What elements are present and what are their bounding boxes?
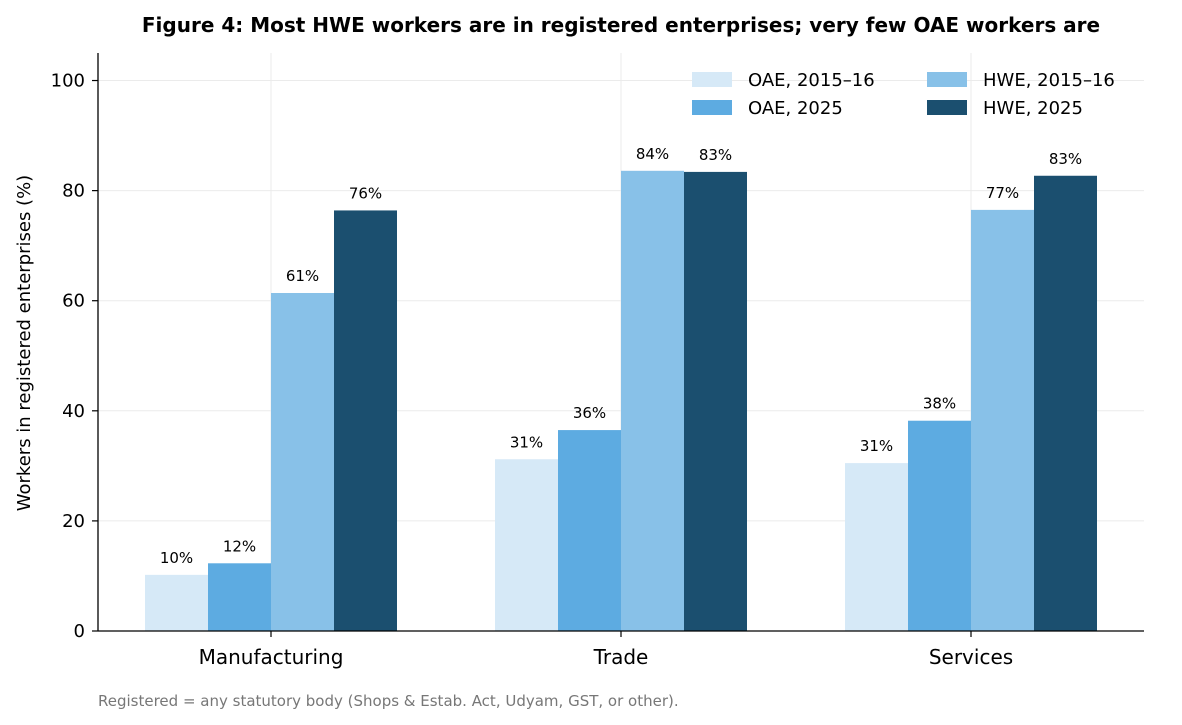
legend-swatch xyxy=(692,72,732,87)
y-tick-label: 20 xyxy=(62,511,85,532)
data-label: 31% xyxy=(860,437,893,455)
bar xyxy=(271,293,334,631)
y-tick-label: 40 xyxy=(62,401,85,422)
data-label: 77% xyxy=(986,184,1019,202)
data-label: 83% xyxy=(1049,150,1082,168)
x-tick-label: Services xyxy=(929,645,1013,669)
data-label: 83% xyxy=(699,146,732,164)
y-axis-label: Workers in registered enterprises (%) xyxy=(14,175,35,511)
legend-label: OAE, 2025 xyxy=(748,98,843,119)
y-tick-label: 100 xyxy=(51,71,85,92)
legend-swatch xyxy=(927,72,967,87)
legend-swatch xyxy=(692,100,732,115)
x-tick-labels: Manufacturing Trade Services xyxy=(199,645,1014,669)
data-label: 76% xyxy=(349,184,382,202)
bar xyxy=(845,463,908,631)
bar xyxy=(208,563,271,631)
bar xyxy=(621,170,684,631)
bar xyxy=(1034,175,1097,631)
axes xyxy=(92,53,1144,637)
legend-label: OAE, 2015–16 xyxy=(748,70,875,91)
data-label: 12% xyxy=(223,537,256,555)
y-tick-label: 60 xyxy=(62,291,85,312)
chart-title: Figure 4: Most HWE workers are in regist… xyxy=(142,13,1100,37)
legend: OAE, 2015–16 OAE, 2025 HWE, 2015–16 HWE, 20… xyxy=(692,70,1115,119)
x-tick-label: Manufacturing xyxy=(199,645,344,669)
bar xyxy=(971,209,1034,631)
footnote: Registered = any statutory body (Shops &… xyxy=(98,692,679,710)
legend-swatch xyxy=(927,100,967,115)
data-label: 36% xyxy=(573,404,606,422)
data-label: 38% xyxy=(923,395,956,413)
bar xyxy=(495,459,558,631)
y-tick-label: 0 xyxy=(74,621,85,642)
legend-label: HWE, 2015–16 xyxy=(983,70,1115,91)
bar xyxy=(558,430,621,631)
legend-label: HWE, 2025 xyxy=(983,98,1083,119)
bars xyxy=(145,170,1097,631)
data-label: 61% xyxy=(286,267,319,285)
data-labels: 10% 12% 61% 76% 31% 36% 84% 83% 31% 38% 77% 83% xyxy=(160,145,1082,567)
data-label: 10% xyxy=(160,549,193,567)
y-tick-label: 80 xyxy=(62,181,85,202)
bar xyxy=(684,171,747,631)
data-label: 31% xyxy=(510,433,543,451)
bar xyxy=(908,420,971,631)
data-label: 84% xyxy=(636,145,669,163)
x-tick-label: Trade xyxy=(593,645,649,669)
bar xyxy=(334,210,397,631)
y-tick-labels: 0 20 40 60 80 100 xyxy=(51,71,85,642)
bar xyxy=(145,574,208,631)
